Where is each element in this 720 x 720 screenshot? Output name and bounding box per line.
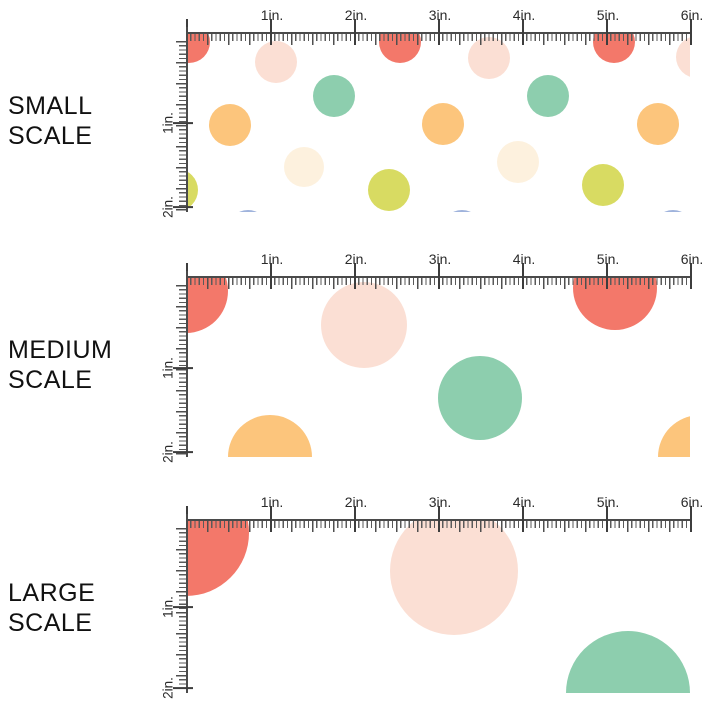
- polka-dot-orange: [422, 103, 464, 145]
- ruler-inch-tick-vertical: [173, 367, 193, 369]
- polka-dot-lime: [186, 169, 198, 211]
- polka-dot-pink: [255, 41, 297, 83]
- scale-label-line: SMALL: [8, 92, 93, 120]
- scale-label-large-scale: LARGE SCALE: [8, 578, 95, 638]
- ruler-inch-label: 6in.: [680, 7, 704, 23]
- ruler-inch-label-vertical: 1in.: [160, 596, 176, 618]
- ruler-inch-label: 6in.: [680, 251, 704, 267]
- ruler-inch-label: 1in.: [260, 7, 284, 23]
- scale-label-line: LARGE: [8, 579, 96, 607]
- polka-dot-teal: [527, 75, 569, 117]
- horizontal-ruler: 1in. 2in. 3in. 4in. 5in. 6in.: [186, 7, 710, 47]
- scale-label-line: MEDIUM: [8, 336, 113, 364]
- ruler-inch-label: 3in.: [428, 7, 452, 23]
- polka-dot-orange: [637, 103, 679, 145]
- ruler-baseline-vertical: [186, 514, 188, 693]
- polka-dot-blue: [652, 210, 690, 212]
- fabric-swatch-large-scale: [186, 520, 690, 693]
- fabric-swatch-medium-scale: [186, 277, 690, 457]
- ruler-inch-tick-vertical: [173, 606, 193, 608]
- polka-dot-lime: [582, 164, 624, 206]
- ruler-inch-label: 4in.: [512, 7, 536, 23]
- polka-dot-pink: [321, 282, 407, 368]
- ruler-inch-tick-vertical: [173, 687, 193, 689]
- polka-dot-blue: [227, 210, 269, 212]
- scale-label-line: SCALE: [8, 366, 93, 394]
- ruler-inch-label-vertical: 1in.: [160, 112, 176, 134]
- ruler-inch-label-vertical: 2in.: [160, 196, 176, 218]
- ruler-inch-label: 2in.: [344, 494, 368, 510]
- vertical-ruler: 1in. 2in.: [160, 514, 194, 699]
- polka-dot-cream: [284, 147, 324, 187]
- ruler-inch-label: 3in.: [428, 251, 452, 267]
- ruler-inch-ticks: [186, 506, 692, 532]
- polka-dot-orange: [228, 415, 312, 457]
- ruler-inch-label-vertical: 2in.: [160, 441, 176, 463]
- polka-dot-lime: [368, 169, 410, 211]
- polka-dot-pink: [676, 36, 690, 78]
- ruler-inch-label: 2in.: [344, 251, 368, 267]
- ruler-inch-tick-vertical: [173, 451, 193, 453]
- ruler-baseline-vertical: [186, 271, 188, 457]
- ruler-inch-label-vertical: 2in.: [160, 677, 176, 699]
- ruler-baseline-vertical: [186, 27, 188, 212]
- ruler-inch-label: 4in.: [512, 494, 536, 510]
- ruler-inch-label: 5in.: [596, 494, 620, 510]
- ruler-inch-label: 5in.: [596, 7, 620, 23]
- vertical-ruler: 1in. 2in.: [160, 271, 194, 463]
- polka-dot-teal: [438, 356, 522, 440]
- ruler-inch-ticks: [186, 263, 692, 289]
- ruler-inch-label: 6in.: [680, 494, 704, 510]
- polka-dot-blue: [441, 210, 483, 212]
- ruler-inch-label: 1in.: [260, 494, 284, 510]
- scale-label-line: SCALE: [8, 122, 93, 150]
- ruler-quarter-ticks-vertical: [175, 528, 186, 692]
- polka-dot-pink: [390, 520, 518, 635]
- polka-dot-teal: [313, 75, 355, 117]
- ruler-inch-label-vertical: 1in.: [160, 357, 176, 379]
- ruler-inch-tick-vertical: [173, 206, 193, 208]
- ruler-quarter-ticks-vertical: [175, 41, 186, 211]
- polka-dot-teal: [566, 631, 690, 693]
- polka-dot-cream: [497, 141, 539, 183]
- polka-dot-orange: [658, 415, 690, 457]
- ruler-inch-tick-vertical: [173, 122, 193, 124]
- ruler-inch-label: 4in.: [512, 251, 536, 267]
- ruler-inch-label: 2in.: [344, 7, 368, 23]
- scale-label-small-scale: SMALL SCALE: [8, 91, 92, 151]
- horizontal-ruler: 1in. 2in. 3in. 4in. 5in. 6in.: [186, 494, 710, 534]
- ruler-inch-ticks: [186, 19, 692, 45]
- horizontal-ruler: 1in. 2in. 3in. 4in. 5in. 6in.: [186, 251, 710, 291]
- ruler-inch-label: 3in.: [428, 494, 452, 510]
- scale-label-line: SCALE: [8, 609, 93, 637]
- ruler-inch-label: 1in.: [260, 251, 284, 267]
- polka-dot-orange: [209, 104, 251, 146]
- fabric-swatch-small-scale: [186, 33, 690, 212]
- ruler-inch-label: 5in.: [596, 251, 620, 267]
- vertical-ruler: 1in. 2in.: [160, 27, 194, 218]
- ruler-quarter-ticks-vertical: [175, 285, 186, 456]
- scale-label-medium-scale: MEDIUM SCALE: [8, 335, 112, 395]
